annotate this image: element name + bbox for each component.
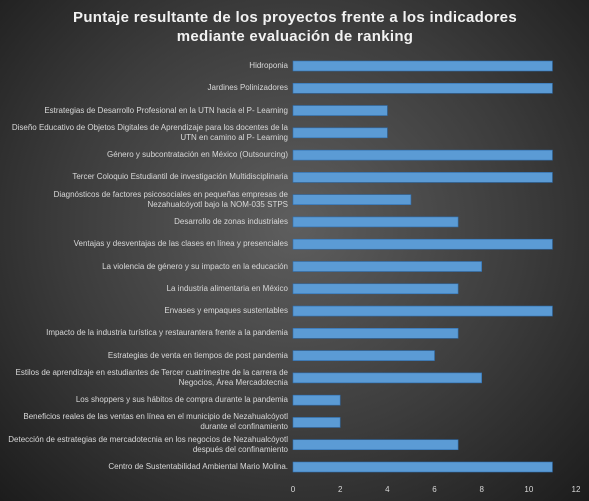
y-tick-label: Estilos de aprendizaje en estudiantes de… xyxy=(15,367,288,387)
y-tick-label: Envases y empaques sustentables xyxy=(164,306,288,316)
y-tick-label: La violencia de género y su impacto en l… xyxy=(102,261,288,271)
bar xyxy=(292,328,459,339)
y-tick-label: Estrategias de Desarrollo Profesional en… xyxy=(44,105,288,115)
x-tick-label: 2 xyxy=(338,485,343,494)
x-tick-label: 0 xyxy=(291,485,296,494)
bar xyxy=(292,350,435,361)
y-tick-label: Centro de Sustentabilidad Ambiental Mari… xyxy=(108,462,288,471)
y-tick-label: Impacto de la industria turística y rest… xyxy=(46,328,288,338)
y-tick-label: Ventajas y desventajas de las clases en … xyxy=(73,239,288,249)
y-tick-label: Los shoppers y sus hábitos de compra dur… xyxy=(75,395,288,405)
chart-title: Puntaje resultante de los proyectos fren… xyxy=(73,9,517,45)
bar xyxy=(292,172,553,183)
y-tick-label: Desarrollo de zonas industriales xyxy=(174,216,288,226)
x-tick-label: 8 xyxy=(479,485,484,494)
bar xyxy=(292,394,341,406)
bar xyxy=(292,439,459,451)
y-tick-label: Diagnósticos de factores psicosociales e… xyxy=(53,189,288,209)
bar xyxy=(292,216,459,228)
bar xyxy=(292,194,412,205)
x-tick-label: 12 xyxy=(572,485,581,494)
bar xyxy=(292,461,553,473)
bar xyxy=(292,261,482,272)
bar xyxy=(292,417,341,428)
bar xyxy=(292,305,553,317)
x-tick-label: 6 xyxy=(432,485,437,494)
bar xyxy=(292,372,482,384)
bar xyxy=(292,82,553,94)
bar xyxy=(292,238,553,250)
y-tick-label: Tercer Coloquio Estudiantil de investiga… xyxy=(72,172,288,182)
bar xyxy=(292,283,459,295)
y-tick-label: La industria alimentaria en México xyxy=(166,283,288,293)
bar xyxy=(292,60,553,72)
x-tick-label: 4 xyxy=(385,485,390,494)
y-tick-label: Diseño Educativo de Objetos Digitales de… xyxy=(11,122,288,142)
bar xyxy=(292,105,388,116)
x-tick-label: 10 xyxy=(524,485,533,494)
bar xyxy=(292,127,388,139)
y-tick-label: Hidroponia xyxy=(249,61,288,70)
y-tick-label: Estrategias de venta en tiempos de post … xyxy=(107,350,288,360)
y-tick-label: Jardines Polinizadores xyxy=(207,83,289,93)
bar xyxy=(292,149,553,161)
y-tick-label: Beneficios reales de las ventas en línea… xyxy=(23,412,288,432)
y-tick-label: Detección de estrategias de mercadotecni… xyxy=(8,434,288,454)
y-tick-label: Género y subcontratación en México (Outs… xyxy=(107,150,288,160)
